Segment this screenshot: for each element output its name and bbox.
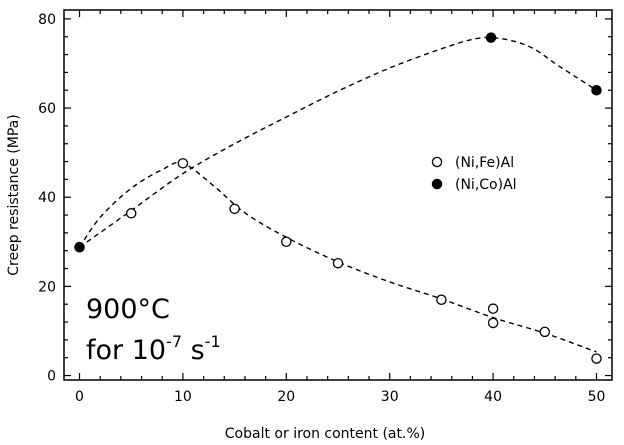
axis-tick-labels: 0 10 20 30 40 50 0 20 40 60 80	[38, 12, 605, 405]
legend: (Ni,Fe)Al (Ni,Co)Al	[431, 155, 517, 193]
trend-lines	[78, 36, 597, 353]
annotation-rate-prefix: for 10	[86, 335, 166, 366]
annotation-temperature: 900°C	[86, 294, 170, 325]
y-tick-label: 20	[38, 279, 56, 295]
x-tick-label: 20	[277, 389, 295, 405]
legend-label-nife: (Ni,Fe)Al	[455, 155, 514, 171]
data-point-nicoal	[74, 241, 85, 253]
data-point-nife	[436, 294, 447, 306]
legend-marker-nicoal	[431, 178, 443, 190]
x-tick-label: 10	[174, 389, 192, 405]
annotation-unit-exponent: -1	[205, 332, 221, 351]
trend-line-nife	[78, 161, 597, 353]
trend-line-nicoal	[79, 36, 597, 248]
data-point-nife	[281, 236, 292, 248]
data-point-nife	[332, 257, 344, 269]
annotation-strain-rate: for 10-7 s-1	[86, 332, 221, 366]
y-tick-label: 0	[47, 369, 56, 385]
annotation-rate-unit: s	[182, 335, 205, 366]
data-point-nife	[177, 158, 189, 169]
data-point-nife	[539, 326, 551, 338]
data-points	[74, 32, 602, 364]
axis-ticks	[64, 10, 612, 380]
x-tick-label: 30	[381, 389, 399, 405]
y-tick-label: 80	[38, 12, 56, 28]
data-point-nicoal	[485, 32, 497, 43]
legend-marker-nife	[431, 156, 443, 168]
plot-frame	[63, 9, 613, 381]
y-tick-label: 60	[38, 101, 56, 117]
data-point-nife	[229, 203, 240, 215]
condition-annotation: 900°C for 10-7 s-1	[86, 294, 221, 366]
x-tick-label: 40	[484, 389, 502, 405]
data-point-nife	[487, 303, 499, 314]
y-tick-label: 40	[38, 190, 56, 206]
legend-label-nicoal: (Ni,Co)Al	[455, 177, 517, 193]
y-axis-title: Creep resistance (MPa)	[6, 114, 22, 275]
x-tick-label: 0	[75, 389, 84, 405]
annotation-rate-exponent: -7	[166, 332, 182, 351]
data-point-nicoal	[591, 84, 602, 96]
data-point-nife	[125, 208, 137, 219]
x-tick-label: 50	[588, 389, 606, 405]
data-point-nife	[487, 317, 499, 329]
data-point-nife	[591, 353, 602, 364]
x-axis-title: Cobalt or iron content (at.%)	[225, 426, 425, 442]
